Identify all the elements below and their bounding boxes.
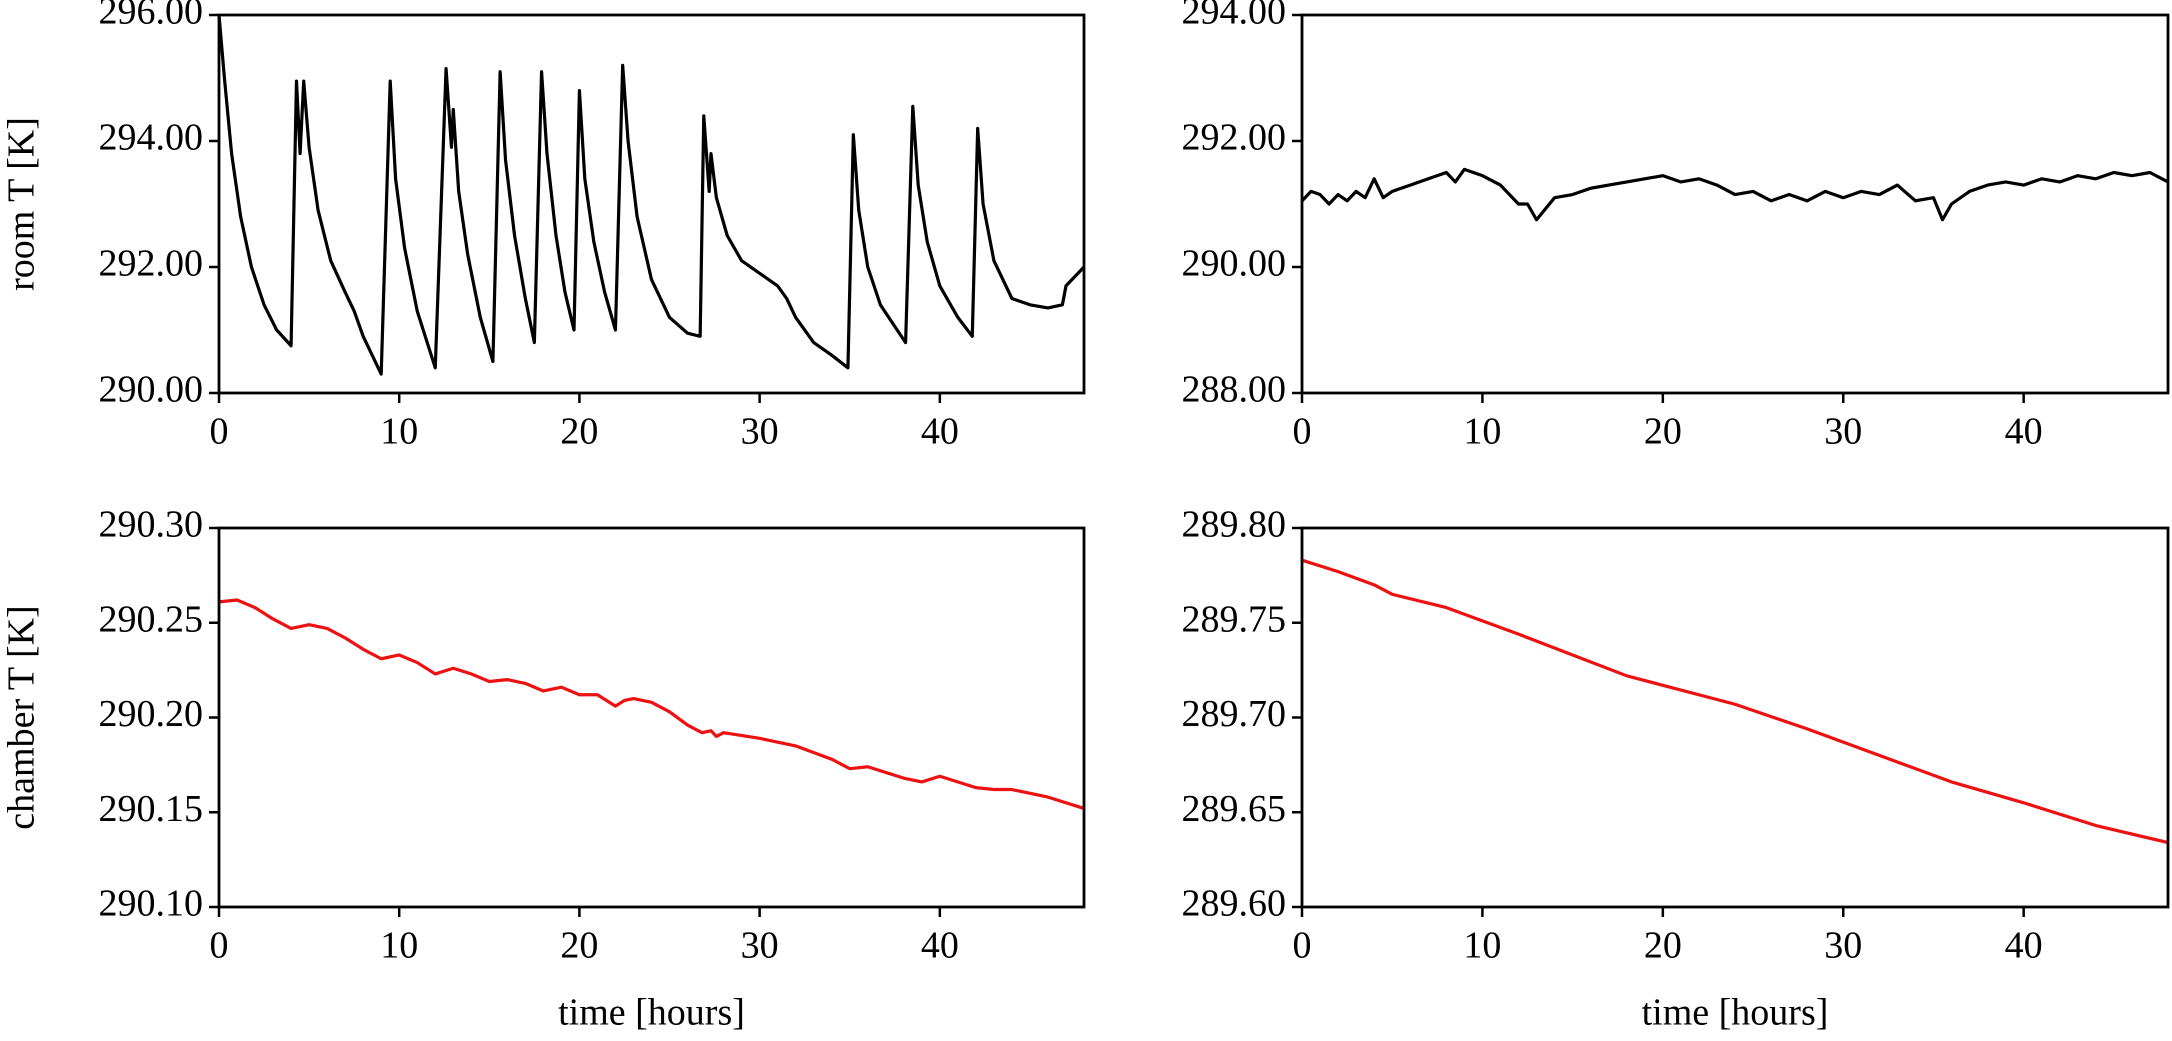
x-tick-label: 40 [2005,925,2043,967]
x-tick-label: 30 [741,925,779,967]
x-axis-label: time [hours] [558,992,745,1034]
x-tick-label: 30 [741,411,779,453]
y-tick-label: 289.65 [1182,788,1287,830]
data-line [217,14,1086,376]
x-tick-label: 30 [1824,411,1862,453]
y-tick-label: 294.00 [99,117,204,159]
x-tick-label: 40 [921,411,959,453]
y-tick-label: 292.00 [1182,117,1287,159]
y-tick-label: 289.60 [1182,883,1287,925]
x-tick-label: 30 [1824,925,1862,967]
x-tick-label: 40 [2005,411,2043,453]
x-axis-label: time [hours] [1642,992,1829,1034]
x-tick-label: 10 [380,925,418,967]
y-tick-label: 289.70 [1182,693,1287,735]
x-tick-label: 10 [1463,411,1501,453]
y-tick-label: 290.00 [99,369,204,411]
data-line [1301,558,2169,845]
y-tick-label: 292.00 [99,243,204,285]
data-line [218,598,1085,810]
plot-frame [217,13,1086,395]
y-tick-label: 296.00 [99,0,204,33]
x-tick-label: 20 [560,411,598,453]
x-tick-label: 20 [560,925,598,967]
y-tick-label: 290.00 [1182,243,1287,285]
plot-frame [1300,526,2170,909]
plot-frame [1300,13,2170,395]
y-tick-label: 294.00 [1182,0,1287,33]
x-tick-label: 20 [1644,411,1682,453]
y-tick-label: 288.00 [1182,369,1287,411]
x-tick-label: 0 [1293,411,1312,453]
y-axis-label: room T [K] [1,117,43,291]
y-axis-label: chamber T [K] [1,605,43,829]
x-tick-label: 0 [210,411,229,453]
x-tick-label: 0 [1293,925,1312,967]
data-line [1300,167,2169,222]
y-tick-label: 290.15 [99,788,204,830]
y-tick-label: 289.80 [1182,504,1287,546]
y-tick-label: 290.30 [99,504,204,546]
x-tick-label: 10 [380,411,418,453]
y-tick-label: 290.10 [99,883,204,925]
x-tick-label: 10 [1463,925,1501,967]
plot-frame [217,526,1086,909]
y-tick-label: 290.25 [99,598,204,640]
x-tick-label: 0 [210,925,229,967]
x-tick-label: 40 [921,925,959,967]
y-tick-label: 290.20 [99,693,204,735]
y-tick-label: 289.75 [1182,598,1287,640]
x-tick-label: 20 [1644,925,1682,967]
